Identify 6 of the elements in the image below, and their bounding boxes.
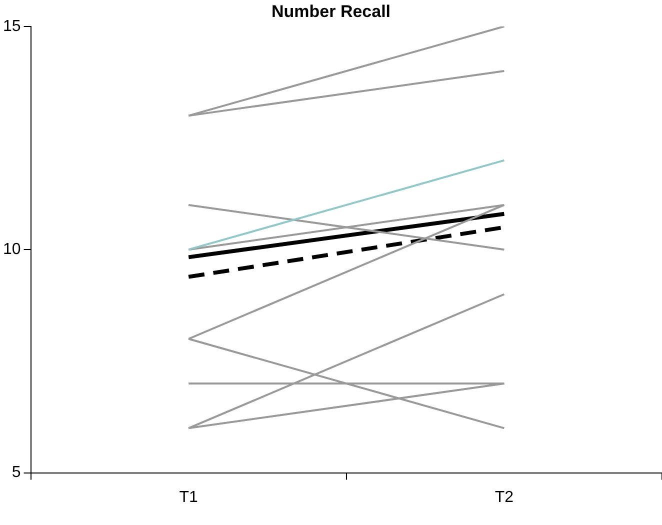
y-tick-label: 10 [3, 241, 21, 258]
y-tick-label: 5 [12, 464, 21, 482]
chart-title: Number Recall [271, 2, 391, 21]
y-tick-label: 15 [3, 18, 21, 35]
x-tick-label: T1 [179, 488, 198, 506]
x-tick-label: T2 [494, 488, 514, 506]
